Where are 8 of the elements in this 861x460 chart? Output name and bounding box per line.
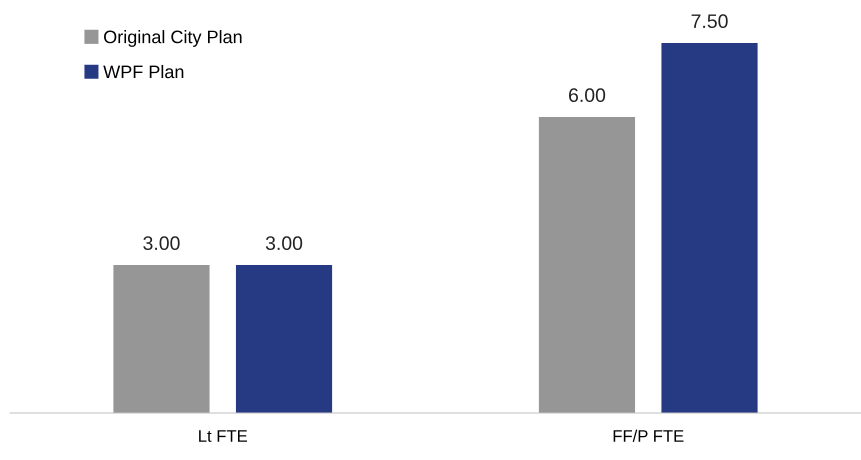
data-label: 7.50 [692,14,728,28]
legend-label: WPF Plan [103,64,184,78]
x-tick-label: Lt FTE [199,430,248,442]
data-label: 3.00 [266,236,302,250]
x-tick-label: FF/P FTE [614,430,684,442]
legend-label: Original City Plan [104,30,242,47]
data-label: 3.00 [143,236,180,250]
data-label: 6.00 [569,88,606,102]
